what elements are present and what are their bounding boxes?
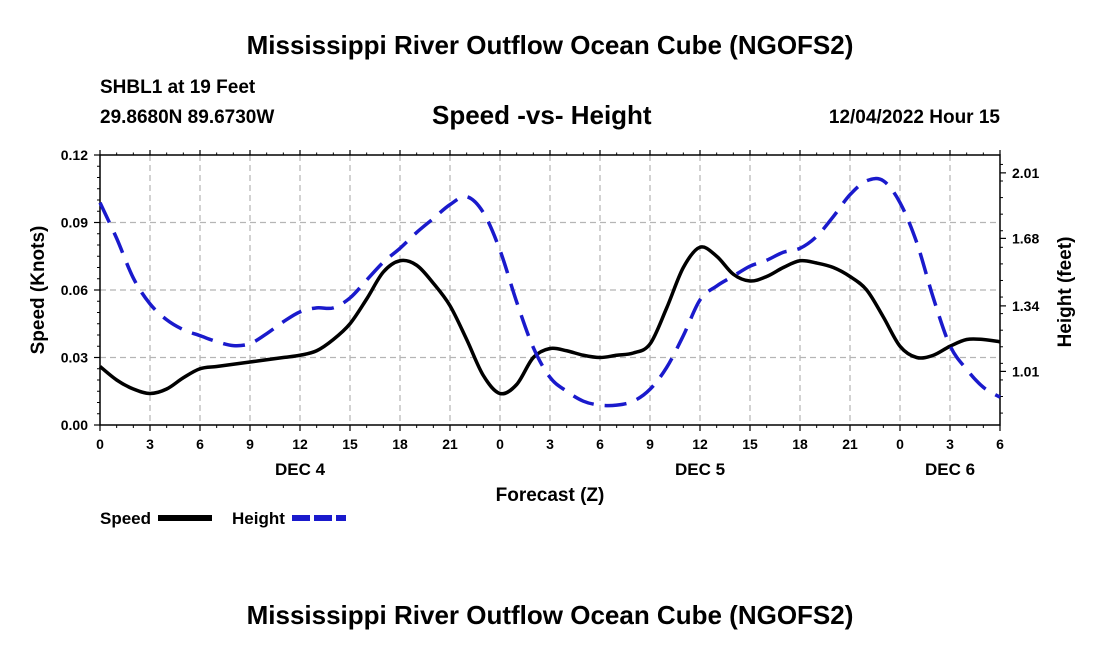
x-tick-label: 21 (442, 436, 458, 452)
y2-tick-label: 1.34 (1012, 298, 1039, 314)
y2-tick-label: 2.01 (1012, 165, 1039, 181)
x-tick-label: 12 (292, 436, 308, 452)
coordinates-label: 29.8680N 89.6730W (100, 107, 275, 128)
day-label: DEC 4 (275, 460, 326, 479)
x-tick-label: 3 (546, 436, 554, 452)
series-layer (98, 176, 1001, 408)
y-tick-label: 0.12 (61, 147, 88, 163)
day-label: DEC 5 (675, 460, 725, 479)
x-tick-label: 0 (496, 436, 504, 452)
x-tick-label: 15 (342, 436, 358, 452)
x-tick-label: 15 (742, 436, 758, 452)
x-tick-label: 6 (596, 436, 604, 452)
x-tick-label: 9 (646, 436, 654, 452)
y-tick-label: 0.09 (61, 215, 88, 231)
footer-title: Mississippi River Outflow Ocean Cube (NG… (246, 600, 854, 630)
y-tick-label: 0.06 (61, 282, 88, 298)
x-tick-label: 3 (946, 436, 954, 452)
y-tick-label: 0.03 (61, 350, 88, 366)
x-tick-label: 3 (146, 436, 154, 452)
x-tick-label: 0 (96, 436, 104, 452)
grid-layer (100, 155, 1000, 425)
tick-layer (94, 150, 1006, 431)
forecast-date-label: 12/04/2022 Hour 15 (828, 107, 1000, 128)
y2-tick-label: 1.01 (1012, 363, 1039, 379)
chart-subtitle: Speed -vs- Height (432, 100, 652, 130)
x-tick-label: 9 (246, 436, 254, 452)
x-tick-label: 18 (792, 436, 808, 452)
x-tick-label: 6 (996, 436, 1004, 452)
y-axis-title: Speed (Knots) (28, 226, 49, 355)
label-layer: 0 3 6 9 12 15 18 21 0 3 6 9 12 15 18 21 0 3 6 0.00 0.03 0.06 0… (28, 147, 1076, 506)
series-line-height (98, 176, 1001, 408)
y-tick-label: 0.00 (61, 417, 88, 433)
x-tick-label: 6 (196, 436, 204, 452)
series-line-speed (98, 245, 1001, 396)
x-tick-label: 21 (842, 436, 858, 452)
y2-tick-label: 1.68 (1012, 230, 1039, 246)
day-label: DEC 6 (925, 460, 975, 479)
station-label: SHBL1 at 19 Feet (100, 77, 256, 98)
legend-label: Height (232, 509, 285, 528)
chart-title: Mississippi River Outflow Ocean Cube (NG… (246, 30, 854, 60)
legend-label: Speed (100, 509, 151, 528)
x-tick-label: 0 (896, 436, 904, 452)
x-tick-label: 12 (692, 436, 708, 452)
x-tick-label: 18 (392, 436, 408, 452)
legend: Speed Height (100, 509, 346, 528)
y2-axis-title: Height (feet) (1055, 237, 1076, 348)
x-axis-title: Forecast (Z) (496, 485, 605, 506)
